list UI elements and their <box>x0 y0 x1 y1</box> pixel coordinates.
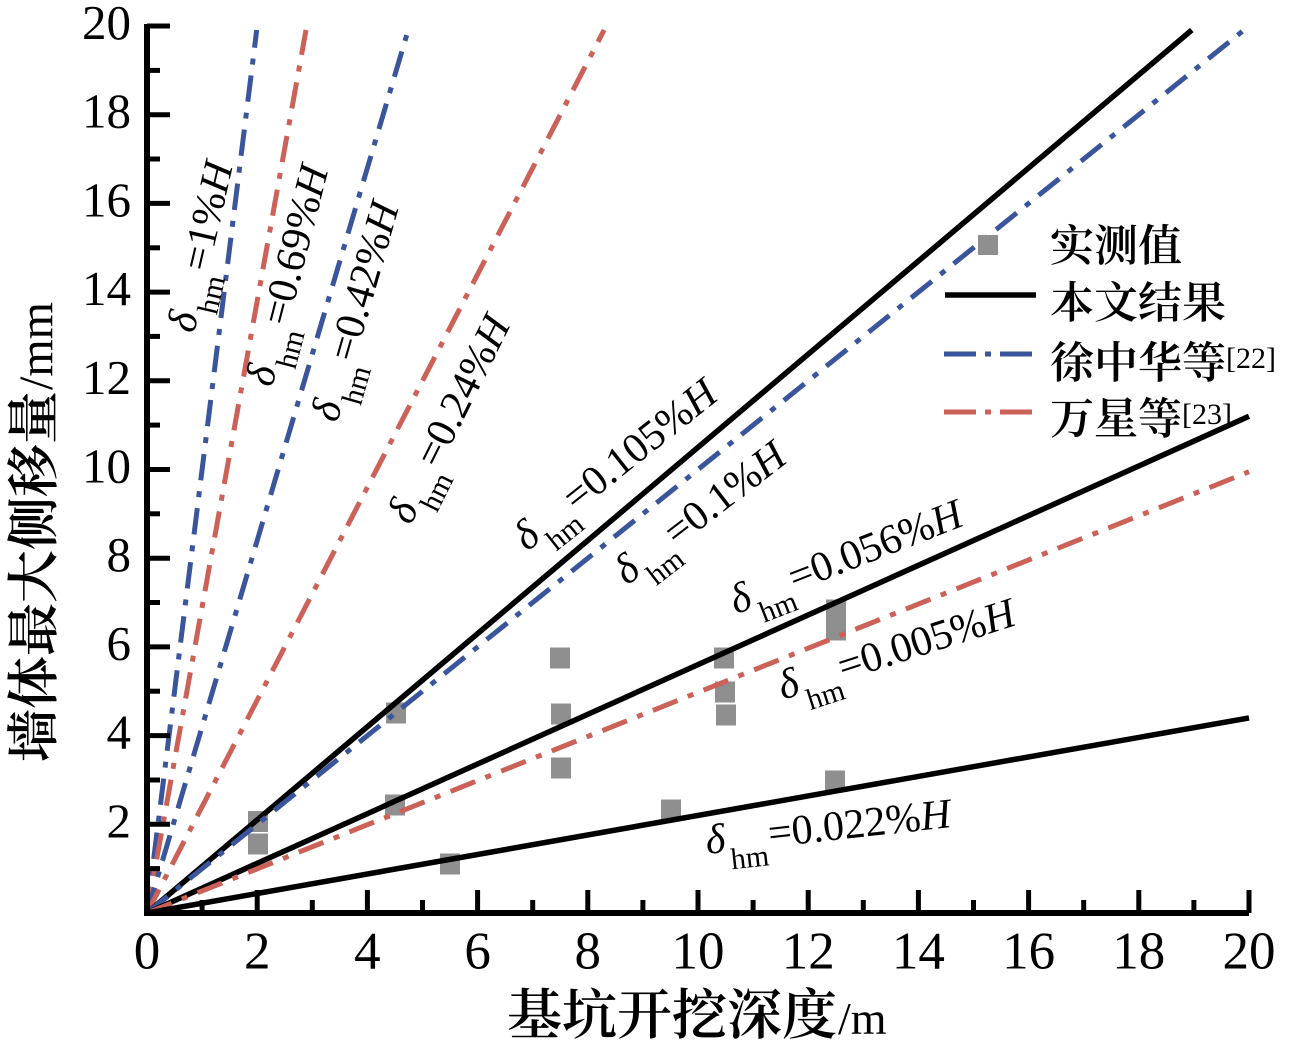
svg-text:12: 12 <box>782 923 835 981</box>
svg-text:18: 18 <box>1112 923 1165 981</box>
svg-text:/mm: /mm <box>10 302 63 390</box>
svg-text:hm: hm <box>729 839 771 876</box>
svg-text:12: 12 <box>82 350 131 405</box>
svg-text:8: 8 <box>575 923 602 981</box>
svg-text:/m: /m <box>838 993 887 1044</box>
svg-text:16: 16 <box>82 172 131 227</box>
svg-text:2: 2 <box>244 923 271 981</box>
svg-text:14: 14 <box>82 261 131 316</box>
svg-text:18: 18 <box>82 84 131 139</box>
svg-text:4: 4 <box>107 705 132 760</box>
svg-text:10: 10 <box>672 923 725 981</box>
svg-text:2: 2 <box>107 793 132 848</box>
svg-text:20: 20 <box>1223 923 1276 981</box>
svg-text:6: 6 <box>107 616 132 671</box>
svg-text:20: 20 <box>82 0 131 50</box>
svg-text:[22]: [22] <box>1226 342 1276 375</box>
svg-text:6: 6 <box>464 923 491 981</box>
svg-text:4: 4 <box>354 923 381 981</box>
svg-text:8: 8 <box>107 527 132 582</box>
svg-text:16: 16 <box>1002 923 1055 981</box>
svg-text:10: 10 <box>82 439 131 494</box>
svg-text:[23]: [23] <box>1182 398 1232 431</box>
svg-text:0: 0 <box>134 923 161 981</box>
svg-text:14: 14 <box>892 923 945 981</box>
